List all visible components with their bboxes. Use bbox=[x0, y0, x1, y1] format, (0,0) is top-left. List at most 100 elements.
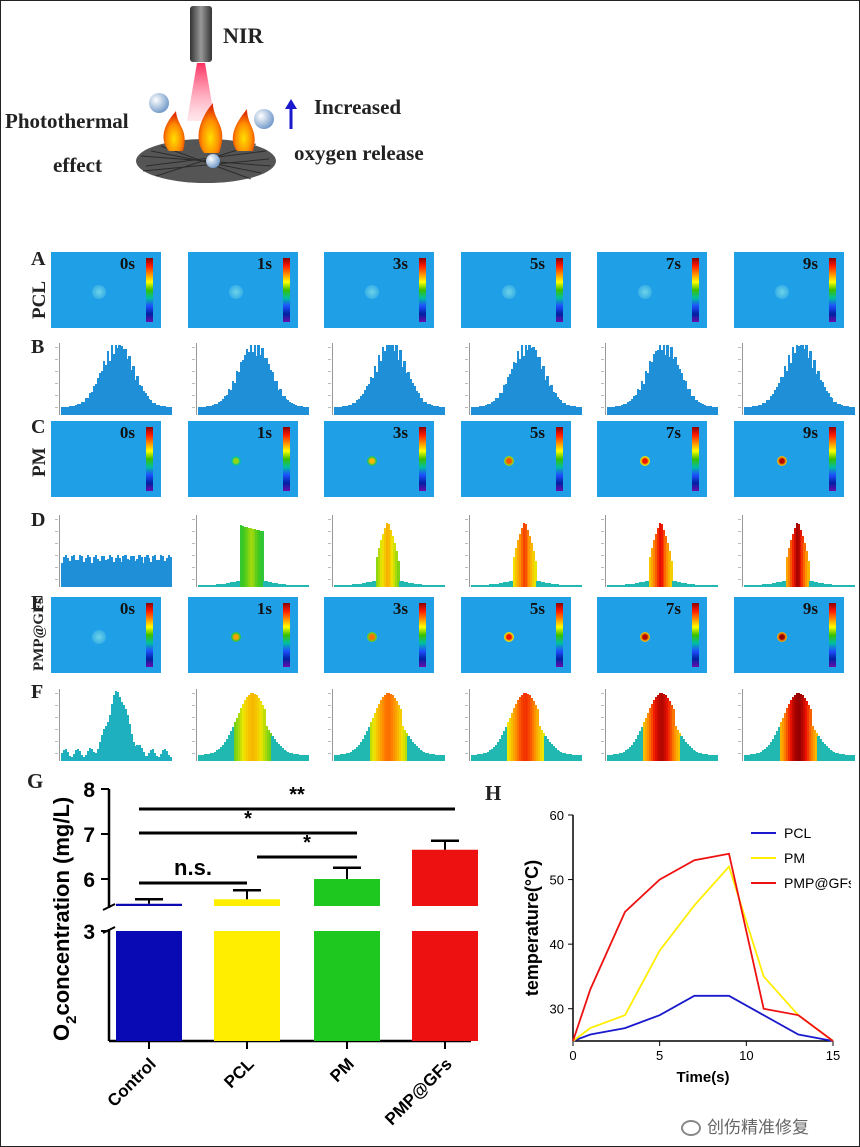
histogram-bar bbox=[624, 750, 628, 761]
heat-spot bbox=[367, 456, 377, 466]
histogram-bar bbox=[251, 528, 254, 587]
histogram-bar bbox=[207, 584, 211, 587]
heat-spot bbox=[640, 632, 650, 642]
histogram-bar bbox=[471, 584, 474, 587]
histogram-bar bbox=[532, 550, 535, 587]
histogram-bar bbox=[607, 754, 610, 761]
histogram-bar bbox=[441, 754, 444, 761]
histogram-bar bbox=[108, 361, 111, 415]
heat-spot bbox=[640, 456, 650, 466]
histogram-bar bbox=[779, 377, 782, 415]
histogram-bar bbox=[334, 584, 337, 587]
histogram-bar bbox=[476, 584, 480, 587]
histogram-bar bbox=[807, 357, 810, 415]
histogram-bar bbox=[648, 361, 651, 415]
histogram-bar bbox=[150, 561, 153, 587]
histogram-bar bbox=[413, 583, 416, 587]
histogram-bar bbox=[636, 735, 639, 761]
histogram-bar bbox=[134, 379, 137, 415]
histogram-bar bbox=[391, 695, 394, 761]
histogram-bar bbox=[146, 555, 149, 587]
histogram-bar bbox=[833, 752, 836, 761]
thermal-image: 3s bbox=[324, 597, 434, 673]
row-side-label-pmp: PMP@GFs bbox=[31, 597, 47, 671]
histogram-bar bbox=[393, 697, 396, 761]
x-axis-label: Time(s) bbox=[676, 1069, 729, 1086]
histogram-bar bbox=[221, 399, 225, 415]
histogram-bar bbox=[622, 404, 626, 415]
histogram-bar bbox=[540, 368, 543, 415]
histogram-bar bbox=[490, 748, 494, 761]
increased-label: Increased bbox=[314, 95, 402, 119]
histogram-bar bbox=[572, 754, 575, 761]
histogram-bar bbox=[146, 755, 149, 761]
histogram-bar bbox=[223, 742, 227, 761]
histogram-bar bbox=[831, 751, 834, 761]
histogram-bar bbox=[785, 556, 788, 587]
histogram-bar bbox=[793, 527, 796, 587]
histogram-bar bbox=[634, 738, 638, 761]
histogram-bar bbox=[201, 406, 205, 415]
histogram-bar bbox=[275, 741, 278, 761]
histogram-bar bbox=[538, 356, 541, 415]
histogram-bar bbox=[799, 529, 802, 587]
histogram-bar bbox=[72, 754, 76, 761]
histogram-bar bbox=[401, 581, 404, 587]
y-tick-label: 60 bbox=[550, 808, 564, 823]
histogram-bar bbox=[753, 406, 757, 415]
histogram-bar bbox=[92, 385, 95, 415]
histogram-bar bbox=[337, 406, 341, 415]
histogram-bar bbox=[393, 350, 396, 415]
histogram-bar bbox=[825, 583, 828, 587]
histogram-bar bbox=[114, 691, 117, 761]
histogram-bar bbox=[510, 712, 513, 761]
histogram-bar bbox=[217, 402, 221, 415]
histogram-bar bbox=[168, 555, 171, 587]
histogram-bar bbox=[518, 697, 521, 761]
histogram-bar bbox=[831, 398, 834, 415]
histogram-bar bbox=[122, 556, 125, 587]
histogram-bar bbox=[837, 753, 840, 761]
histogram-bar bbox=[492, 584, 496, 587]
histogram-bar bbox=[235, 581, 238, 587]
time-label: 1s bbox=[256, 423, 272, 442]
histogram-bar bbox=[658, 345, 661, 415]
histogram-bar bbox=[209, 753, 213, 761]
histogram-bar bbox=[755, 405, 759, 415]
histogram-bar bbox=[660, 693, 663, 761]
histogram-bar bbox=[257, 530, 260, 587]
histogram-bar bbox=[205, 584, 209, 587]
temperature-histogram bbox=[465, 511, 584, 587]
histogram-bar bbox=[763, 584, 767, 587]
histogram-bar bbox=[363, 735, 366, 761]
histogram-bar bbox=[532, 701, 535, 761]
histogram-bar bbox=[767, 399, 771, 415]
histogram-bar bbox=[672, 359, 675, 415]
histogram-bar bbox=[514, 703, 517, 761]
histogram-bar bbox=[660, 350, 663, 415]
histogram-bar bbox=[496, 742, 500, 761]
histogram-bar bbox=[305, 406, 308, 415]
histogram-bar bbox=[269, 582, 272, 587]
histogram-bar bbox=[164, 561, 167, 587]
histogram-bar bbox=[560, 752, 563, 761]
histogram-bar bbox=[357, 583, 361, 587]
histogram-bar bbox=[674, 726, 677, 761]
histogram-bar bbox=[249, 528, 252, 587]
histogram-bar bbox=[757, 405, 761, 415]
x-tick-label: 15 bbox=[826, 1048, 840, 1063]
histogram-bar bbox=[849, 406, 852, 415]
histogram-bar bbox=[783, 365, 786, 415]
histogram-bar bbox=[518, 533, 521, 587]
temperature-histogram bbox=[192, 511, 311, 587]
histogram-bar bbox=[480, 406, 484, 415]
histogram-bar bbox=[82, 561, 86, 587]
histogram-bar bbox=[74, 559, 78, 587]
histogram-bar bbox=[624, 584, 628, 587]
histogram-bar bbox=[773, 735, 776, 761]
time-label: 9s bbox=[802, 254, 818, 273]
panel-letter-h: H bbox=[485, 781, 502, 805]
histogram-bar bbox=[789, 363, 792, 415]
histogram-bar bbox=[662, 693, 665, 761]
